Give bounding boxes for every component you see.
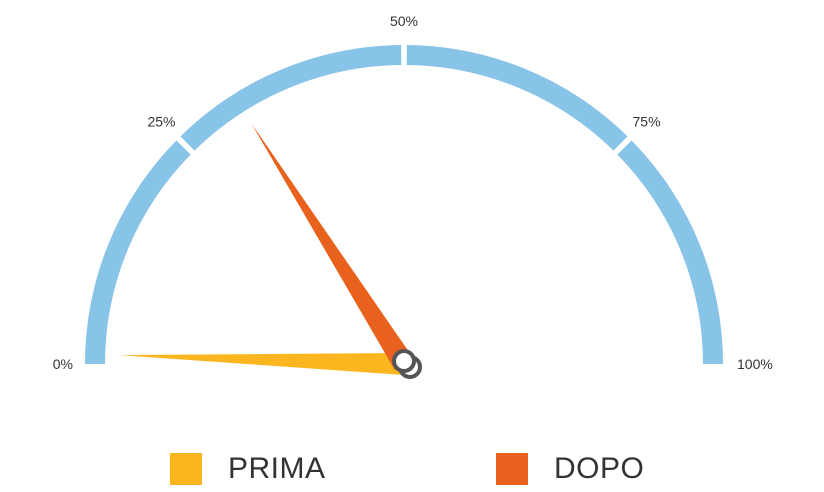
gauge-needles <box>119 123 414 375</box>
tick-label: 100% <box>737 356 773 372</box>
legend-item-prima: PRIMA <box>170 445 326 492</box>
gauge-svg: 0% 25% 50% 75% 100% <box>53 13 773 379</box>
gauge-hub <box>392 349 422 379</box>
needle-dopo <box>251 123 414 370</box>
tick-label: 0% <box>53 356 73 372</box>
needle-prima <box>119 353 405 375</box>
tick-label: 75% <box>633 113 661 129</box>
legend-swatch-dopo <box>496 453 528 485</box>
gauge-arc <box>85 45 723 365</box>
gauge-arc-segment <box>617 140 723 365</box>
gauge-ticks: 0% 25% 50% 75% 100% <box>53 13 773 372</box>
legend-label-dopo: DOPO <box>554 452 645 485</box>
legend-label-prima: PRIMA <box>228 452 326 485</box>
gauge-arc-segment <box>180 45 402 151</box>
gauge-arc-segment <box>406 45 628 151</box>
gauge-arc-segment <box>85 140 191 365</box>
tick-label: 50% <box>390 13 418 29</box>
tick-label: 25% <box>147 113 175 129</box>
legend-swatch-prima <box>170 453 202 485</box>
hub-ring-front <box>392 349 416 373</box>
legend-item-dopo: DOPO <box>496 445 644 492</box>
legend: PRIMA DOPO <box>0 445 824 492</box>
